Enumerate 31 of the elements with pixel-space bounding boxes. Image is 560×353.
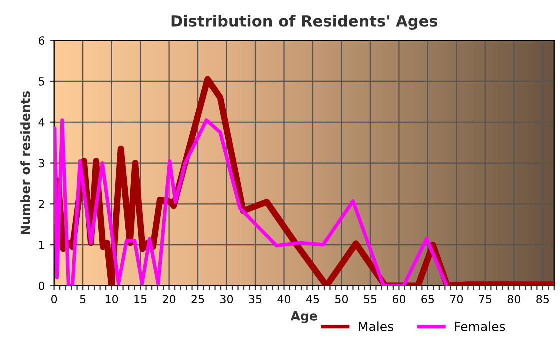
chart-title: Distribution of Residents' Ages [172,15,438,30]
legend-label: Males [359,322,394,332]
x-tick-label: 0 [52,295,58,304]
x-tick-label: 20 [163,295,176,304]
line-series [54,118,449,286]
x-tick-label: 75 [479,295,492,304]
y-tick-label: 4 [38,118,45,127]
x-tick-label: 55 [364,295,377,304]
x-tick-label: 80 [508,295,520,304]
x-tick-label: 30 [220,295,234,304]
x-tick-label: 50 [336,295,348,304]
x-tick-label: 25 [192,295,204,304]
x-tick-label: 60 [392,295,406,304]
x-tick-label: 10 [106,295,118,304]
x-tick-label: 85 [536,295,550,304]
y-tick-label: 3 [39,159,44,168]
y-tick-label: 1 [39,241,44,250]
legend-label: Females [455,322,506,332]
x-tick-label: 5 [80,295,86,304]
x-tick-label: 45 [306,295,320,304]
x-tick-label: 65 [422,295,434,304]
x-tick-label: 35 [249,295,262,304]
y-tick-label: 0 [38,282,45,290]
x-tick-label: 70 [450,295,464,304]
y-tick-label: 5 [39,78,44,86]
x-tick-label: 40 [278,295,291,304]
y-axis-title: Number of residents [20,91,30,235]
y-tick-label: 6 [39,36,45,45]
y-tick-label: 2 [39,200,44,208]
x-axis-title: Age [290,312,318,324]
x-tick-label: 15 [134,295,147,304]
